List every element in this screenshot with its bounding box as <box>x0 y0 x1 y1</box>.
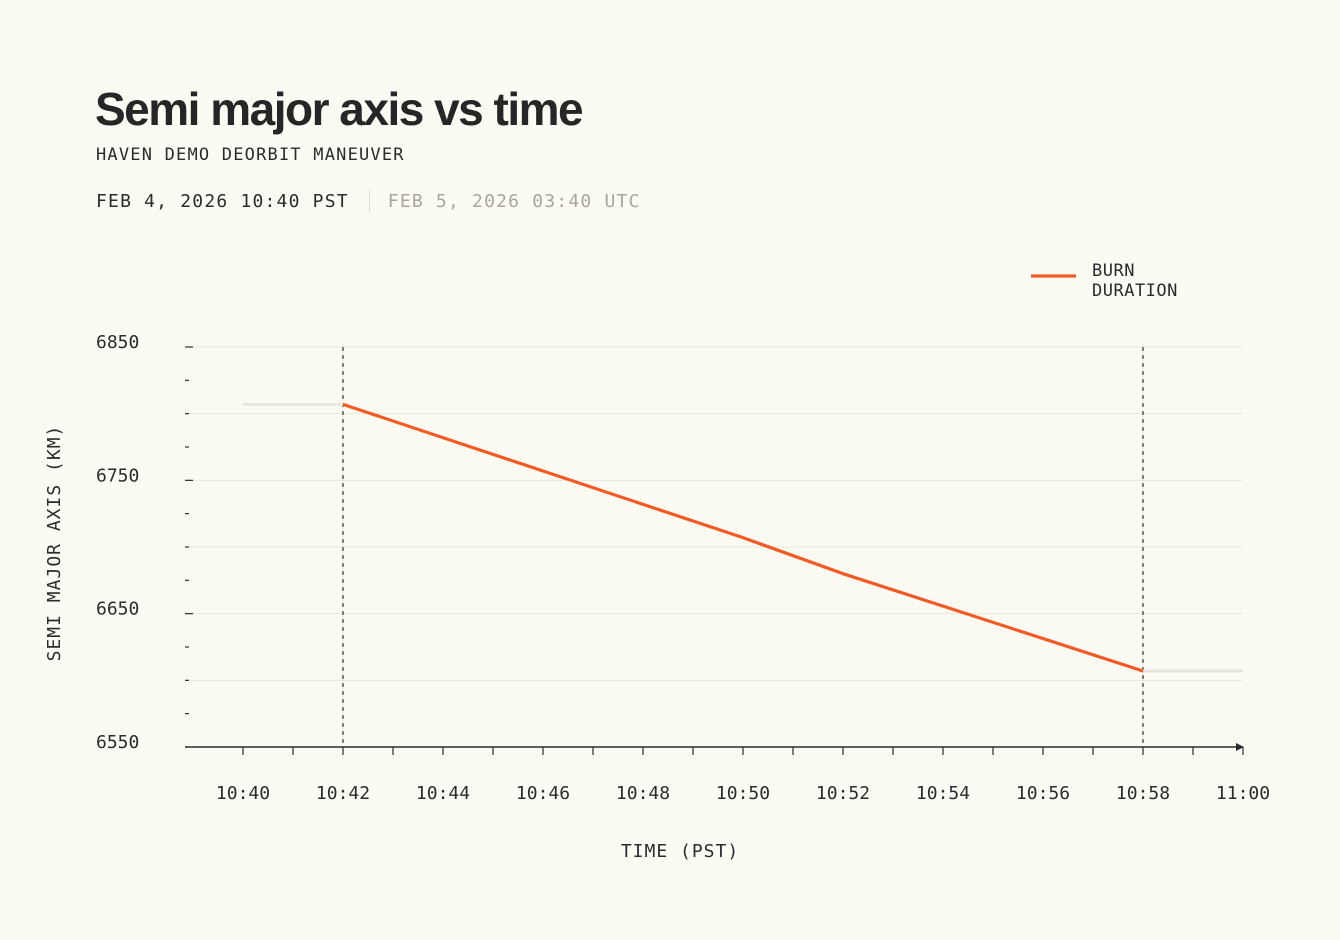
burn-window-markers <box>342 347 1144 747</box>
legend-label-line-1: BURN <box>1092 261 1135 281</box>
chart-subtitle: HAVEN DEMO DEORBIT MANEUVER <box>96 145 405 165</box>
y-axis-title: SEMI MAJOR AXIS (KM) <box>44 425 65 662</box>
tick-labels: 6550 6650 6750 6850 10:40 10:42 10:44 10:46 10:4… <box>96 332 1270 804</box>
x-tick-label-1048: 10:48 <box>616 783 670 804</box>
x-tick-label-1044: 10:44 <box>416 783 470 804</box>
chart-title: Semi major axis vs time <box>95 83 584 135</box>
x-tick-label-1100: 11:00 <box>1216 783 1270 804</box>
x-tick-label-1054: 10:54 <box>916 783 970 804</box>
date-range: FEB 4, 2026 10:40 PST FEB 5, 2026 03:40 … <box>96 189 641 213</box>
legend: BURN DURATION <box>1031 261 1178 301</box>
axes <box>185 346 1244 755</box>
series-line-burn-duration <box>341 402 1145 673</box>
x-tick-label-1042: 10:42 <box>316 783 370 804</box>
legend-label-line-2: DURATION <box>1092 281 1178 301</box>
grid-lines <box>185 346 1243 681</box>
x-tick-label-1058: 10:58 <box>1116 783 1170 804</box>
y-tick-label-6650: 6650 <box>96 599 139 620</box>
series-lines <box>243 402 1243 673</box>
x-tick-label-1040: 10:40 <box>216 783 270 804</box>
x-axis-title: TIME (PST) <box>621 841 739 862</box>
y-tick-label-6750: 6750 <box>96 465 139 486</box>
date-divider <box>368 189 370 213</box>
x-tick-label-1056: 10:56 <box>1016 783 1070 804</box>
y-tick-label-6550: 6550 <box>96 732 139 753</box>
y-tick-label-6850: 6850 <box>96 332 139 353</box>
date-local: FEB 4, 2026 10:40 PST <box>96 190 349 212</box>
x-tick-label-1046: 10:46 <box>516 783 570 804</box>
x-tick-label-1052: 10:52 <box>816 783 870 804</box>
date-utc: FEB 5, 2026 03:40 UTC <box>387 190 641 212</box>
legend-label-burn-duration: BURN DURATION <box>1092 261 1178 301</box>
x-tick-label-1050: 10:50 <box>716 783 770 804</box>
x-axis-arrow <box>1236 743 1244 751</box>
